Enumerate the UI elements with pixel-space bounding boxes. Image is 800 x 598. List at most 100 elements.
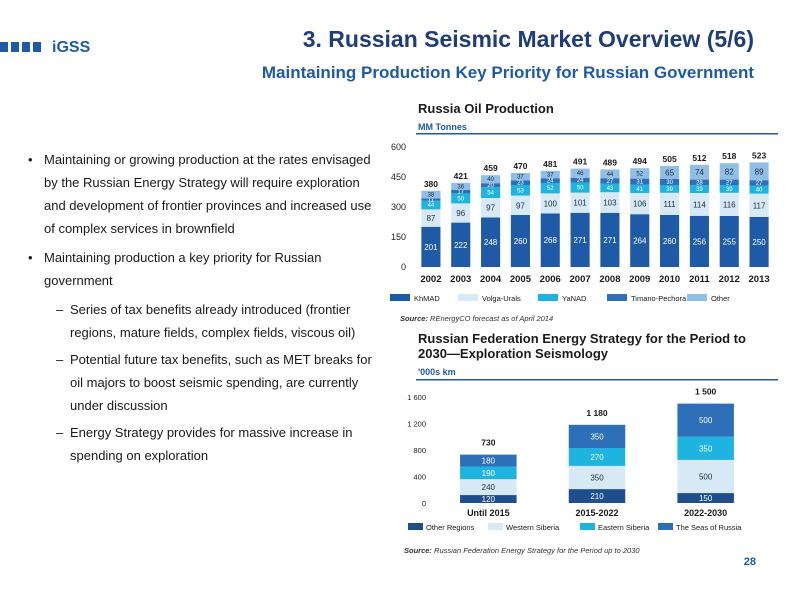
x-tick-label: 2004 [480,274,502,285]
bar-segment [630,184,650,193]
x-tick-label: Until 2015 [467,508,510,518]
bar-data-label: 39 [666,187,673,193]
bar-data-label: 20 [487,183,494,189]
x-tick-label: 2013 [749,274,770,285]
bar-data-label: 52 [547,186,554,192]
bar-segment [630,193,650,215]
bar-segment [510,195,530,215]
logo-bar-2 [11,42,19,52]
bar-segment [451,203,471,223]
bar-segment [481,198,501,218]
y-tick-label: 800 [413,446,426,455]
bar-data-label: 11 [428,198,435,204]
bar-data-label: 222 [454,241,468,250]
bar-total-label: 491 [573,157,587,167]
y-tick-label: 0 [401,262,406,272]
bar-data-label: 38 [428,193,435,199]
bar-data-label: 27 [756,181,763,187]
bar-data-label: 150 [699,494,713,503]
bar-data-label: 24 [547,179,554,185]
igss-logo: iGSS [0,39,91,56]
bar-segment [460,466,517,480]
bar-segment [689,193,709,216]
bar-segment [600,192,620,213]
bar-data-label: 260 [514,237,528,246]
bar-segment [481,183,501,188]
bar-segment [630,178,650,185]
y-tick-label: 450 [391,172,406,182]
bar-total-label: 421 [454,171,468,181]
bar-data-label: 40 [487,177,494,183]
bar-segment [689,185,709,193]
legend-swatch [658,523,673,530]
oil-chart-source: Source: REnergyCO forecast as of April 2… [400,314,554,323]
bar-total-label: 494 [633,156,647,166]
bar-data-label: 36 [457,184,464,190]
bar-segment [570,168,590,178]
legend-label: KhMAD [414,294,440,303]
bar-segment [510,180,530,185]
bar-segment [719,185,739,193]
bar-data-label: 89 [755,167,764,176]
seismic-chart-rule [416,379,778,381]
legend-swatch [580,523,595,530]
bar-segment [421,198,441,201]
bar-segment [570,192,590,213]
bar-data-label: 256 [693,237,707,246]
x-tick-label: 2007 [570,274,591,285]
bar-segment [719,192,739,216]
y-tick-label: 1 600 [407,393,426,402]
y-tick-label: 150 [391,232,406,242]
bar-total-label: 523 [752,150,766,160]
bar-total-label: 481 [543,159,557,169]
x-tick-label: 2022-2030 [684,508,727,518]
legend-swatch [390,294,410,301]
bar-segment [719,163,739,180]
x-tick-label: 2012 [719,274,740,285]
bullet-item: Maintaining or growing production at the… [28,148,383,240]
bar-data-label: 31 [636,180,643,186]
bar-segment [421,226,441,267]
bar-data-label: 271 [603,236,617,245]
bar-segment [749,193,769,217]
bar-data-label: 180 [482,457,496,466]
bar-data-label: 50 [457,196,464,202]
bar-segment [570,212,590,267]
bar-segment [689,164,709,180]
x-tick-label: 2003 [450,274,471,285]
bar-data-label: 27 [726,180,733,186]
bar-segment [460,495,517,503]
bar-data-label: 120 [482,495,496,504]
bar-data-label: 350 [590,473,604,482]
bar-segment [749,180,769,186]
legend-label: Western Siberia [506,523,560,532]
seismic-chart-title: Russian Federation Energy Strategy for t… [418,331,746,361]
bar-total-label: 470 [513,161,527,171]
bar-data-label: 100 [544,199,558,208]
x-tick-label: 2008 [599,274,620,285]
bar-segment [481,187,501,198]
bar-total-label: 505 [662,154,676,164]
bar-data-label: 41 [636,187,643,193]
sub-bullet-item: Energy Strategy provides for massive inc… [28,421,383,467]
bar-data-label: 240 [482,483,496,492]
bar-segment [568,424,626,449]
bar-total-label: 459 [483,163,497,173]
sub-bullet-item: Series of tax benefits already introduce… [28,298,383,344]
bar-data-label: 201 [424,243,438,252]
legend-label: YaNAD [562,294,587,303]
oil-chart-rule [416,133,778,135]
bar-segment [660,179,680,185]
bar-data-label: 116 [723,200,736,209]
bar-data-label: 44 [607,172,614,178]
bar-segment [451,190,471,194]
legend-swatch [607,294,627,301]
legend-swatch [687,294,707,301]
legend-swatch [458,294,478,301]
bar-data-label: 96 [456,209,465,218]
legend-label: Timano-Pechora [631,294,687,303]
bar-data-label: 101 [573,199,587,208]
bar-data-label: 39 [726,187,733,193]
bar-segment [481,217,501,267]
bar-data-label: 30 [666,180,673,186]
